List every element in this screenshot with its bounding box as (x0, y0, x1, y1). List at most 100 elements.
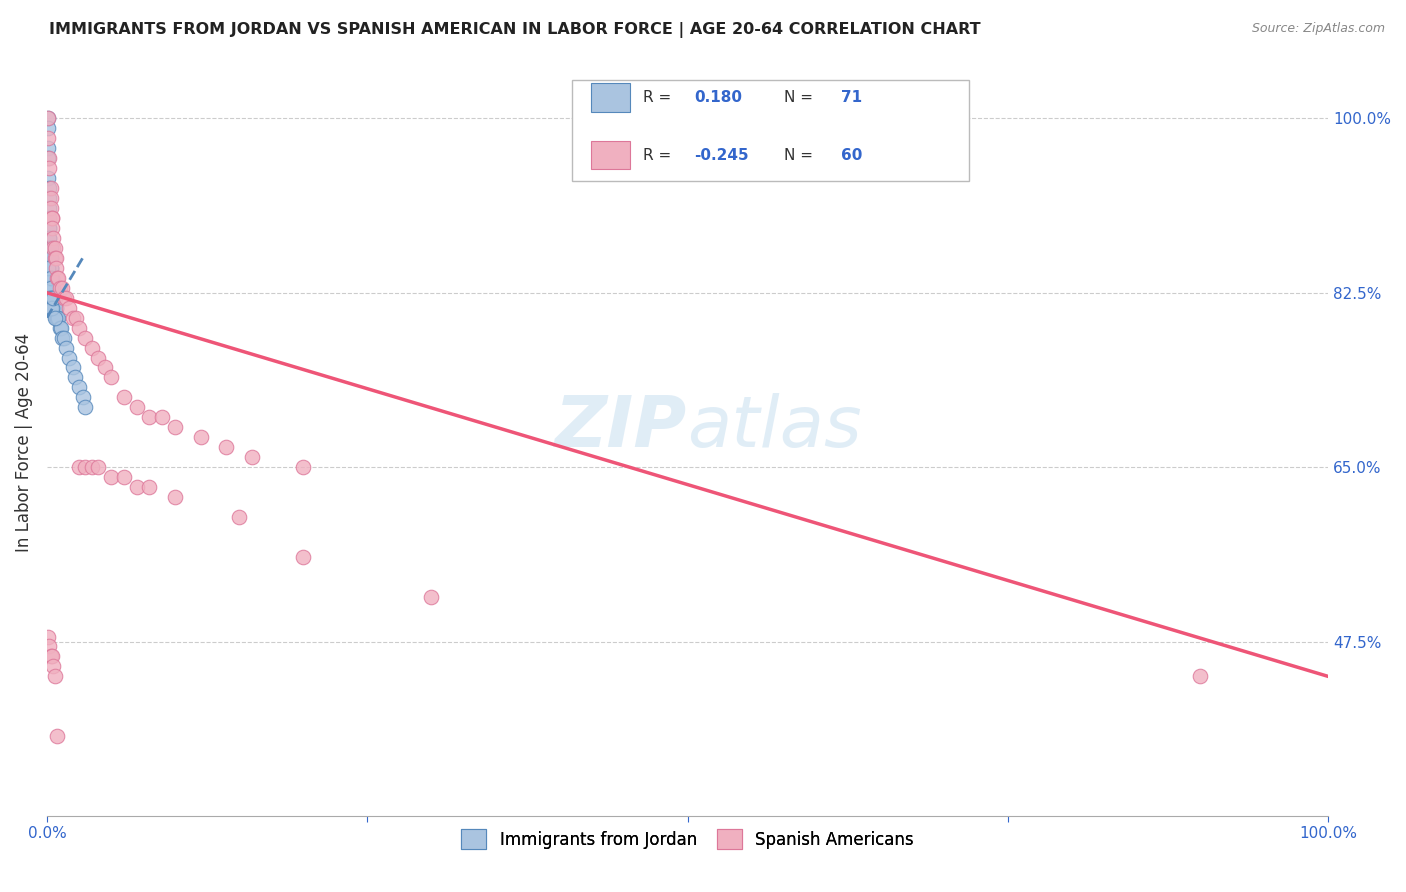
Point (65, 310, 87, 325)
Point (46, 729, 69, 743)
Point (39, 301, 62, 315)
Point (41, 211, 63, 225)
Point (39, 251, 62, 265)
Point (39, 270, 62, 285)
Point (87, 351, 110, 365)
Y-axis label: In Labor Force | Age 20-64: In Labor Force | Age 20-64 (15, 333, 32, 552)
Point (37, 630, 59, 644)
Point (42, 281, 65, 295)
Point (45, 260, 67, 275)
Point (38, 231, 60, 245)
Text: -0.245: -0.245 (695, 148, 748, 162)
Point (41, 291, 63, 305)
Point (37, 112, 59, 126)
Point (163, 490, 186, 504)
Point (45, 301, 67, 315)
Point (215, 440, 238, 454)
Point (87, 460, 110, 475)
Point (37, 151, 59, 165)
Point (37, 121, 59, 136)
Point (37, 281, 59, 295)
Legend: Immigrants from Jordan, Spanish Americans: Immigrants from Jordan, Spanish American… (454, 822, 921, 856)
Point (39, 281, 62, 295)
Point (45, 310, 67, 325)
Point (48, 320, 70, 334)
Point (42, 231, 65, 245)
Text: R =: R = (643, 148, 676, 162)
Point (240, 450, 263, 465)
Point (46, 310, 69, 325)
Text: 60: 60 (841, 148, 863, 162)
Point (48, 270, 70, 285)
Point (39, 649, 62, 664)
Point (46, 310, 69, 325)
Point (138, 480, 160, 494)
Point (93, 360, 115, 375)
Text: ZIP: ZIP (555, 392, 688, 462)
Point (38, 211, 60, 225)
Point (420, 590, 443, 604)
Point (42, 291, 65, 305)
Point (41, 270, 63, 285)
Point (38, 161, 60, 176)
Point (38, 221, 60, 235)
Point (44, 241, 66, 255)
Point (49, 320, 72, 334)
Point (42, 291, 65, 305)
Point (1188, 669, 1211, 683)
Point (38, 201, 60, 215)
Point (39, 260, 62, 275)
Point (41, 211, 63, 225)
Text: N =: N = (783, 148, 817, 162)
Point (38, 241, 60, 255)
Point (63, 370, 86, 384)
Point (80, 460, 103, 475)
Point (38, 191, 60, 205)
Point (44, 291, 66, 305)
Point (75, 460, 97, 475)
Point (55, 341, 77, 355)
FancyBboxPatch shape (592, 141, 630, 169)
Point (58, 301, 80, 315)
Point (44, 251, 66, 265)
Point (112, 390, 135, 404)
Point (38, 281, 60, 295)
Point (41, 281, 63, 295)
Point (44, 669, 66, 683)
Point (41, 281, 63, 295)
Point (41, 301, 63, 315)
Point (51, 281, 73, 295)
Point (48, 281, 70, 295)
Point (38, 151, 60, 165)
Point (58, 351, 80, 365)
Point (38, 640, 60, 654)
Point (52, 291, 75, 305)
Point (46, 270, 69, 285)
Point (42, 241, 65, 255)
Point (45, 251, 67, 265)
Point (38, 281, 60, 295)
Point (62, 360, 84, 375)
Point (37, 112, 59, 126)
Point (39, 270, 62, 285)
Point (39, 251, 62, 265)
Point (62, 310, 84, 325)
Point (67, 460, 90, 475)
Text: 71: 71 (841, 90, 862, 105)
Point (51, 330, 73, 344)
Point (41, 221, 63, 235)
Point (292, 460, 315, 475)
Point (38, 181, 60, 195)
Point (38, 221, 60, 235)
Point (37, 260, 59, 275)
Point (38, 270, 60, 285)
Point (41, 281, 63, 295)
Point (67, 320, 90, 334)
Point (163, 420, 186, 434)
Point (125, 401, 148, 415)
Point (39, 260, 62, 275)
FancyBboxPatch shape (572, 79, 969, 180)
Point (39, 270, 62, 285)
Point (292, 549, 315, 564)
Point (41, 281, 63, 295)
